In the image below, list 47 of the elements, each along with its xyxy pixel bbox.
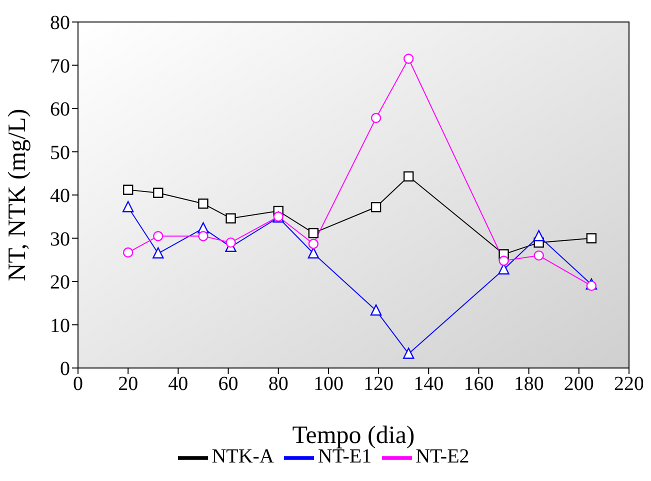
x-tick-label: 60 [218, 373, 238, 396]
point [198, 230, 208, 242]
point [370, 304, 382, 316]
x-axis-title: Tempo (dia) [292, 422, 415, 449]
point [533, 230, 544, 242]
point [308, 228, 319, 238]
point [308, 238, 319, 249]
x-tick-label: 140 [414, 373, 444, 396]
x-tick-label: 100 [313, 373, 344, 396]
y-tick-label: 60 [50, 98, 70, 121]
point [122, 247, 134, 258]
legend-label: NTK-A [212, 446, 274, 468]
point [153, 188, 164, 198]
point [498, 256, 509, 266]
point [152, 247, 164, 258]
point [404, 54, 414, 64]
y-tick-label: 20 [50, 272, 70, 294]
x-tick-label: 220 [614, 373, 644, 396]
legend-label: NT-E2 [416, 446, 470, 468]
x-tick-label: 200 [564, 373, 594, 396]
point [534, 250, 544, 261]
y-tick-label: 30 [50, 228, 70, 250]
x-tick-label: 180 [514, 373, 544, 396]
point [586, 280, 597, 291]
y-tick-label: 70 [50, 55, 70, 78]
y-tick-label: 80 [50, 12, 70, 34]
point [198, 198, 208, 209]
point [226, 213, 236, 224]
x-tick-label: 160 [464, 373, 494, 396]
point [153, 230, 164, 242]
x-tick-label: 120 [364, 373, 394, 396]
y-tick-label: 10 [50, 314, 70, 337]
point [370, 202, 382, 212]
point [586, 233, 597, 244]
point [226, 237, 236, 248]
point [122, 184, 134, 195]
x-tick-label: 20 [118, 373, 138, 396]
point [370, 112, 382, 124]
point [308, 247, 320, 258]
y-tick-label: 0 [60, 358, 70, 380]
point [403, 348, 414, 359]
x-tick-label: 40 [168, 373, 188, 396]
y-tick-label: 50 [50, 142, 70, 164]
point [122, 201, 134, 212]
x-tick-label: 80 [268, 373, 288, 396]
point [404, 171, 414, 182]
y-tick-label: 40 [50, 185, 70, 208]
